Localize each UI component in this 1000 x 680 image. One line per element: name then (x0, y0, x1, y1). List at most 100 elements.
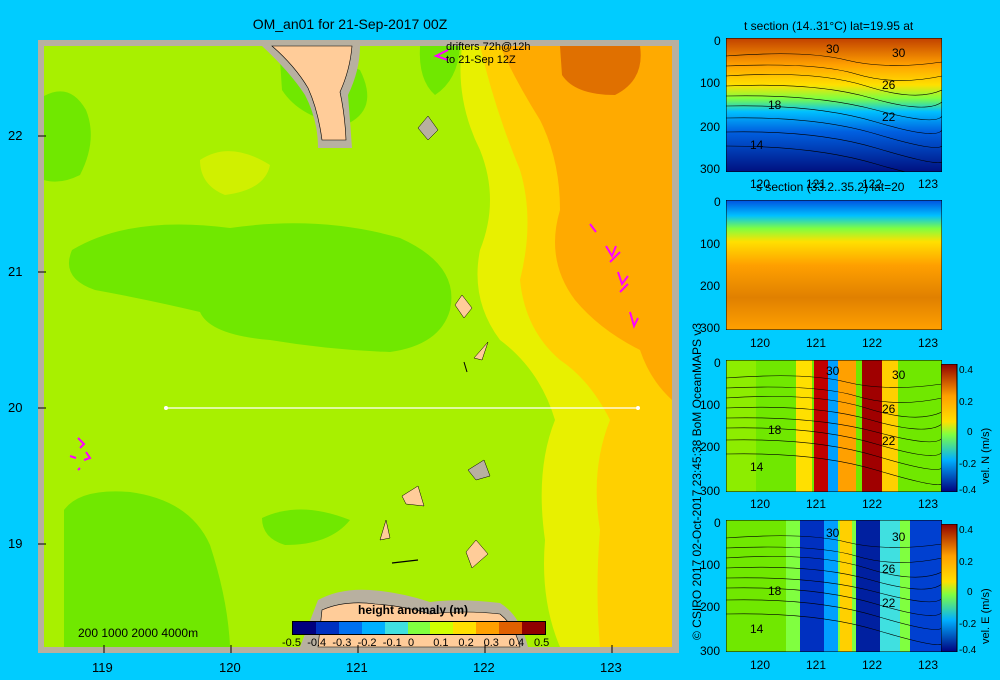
lon-tick: 120 (750, 658, 771, 672)
island (473, 341, 489, 361)
contour-label: 22 (882, 596, 896, 610)
colorbar-swatch (522, 622, 545, 634)
island (463, 361, 468, 373)
contour-label: 14 (750, 460, 764, 474)
colorbar-swatch (407, 622, 431, 634)
depth-tick: 0 (714, 356, 721, 370)
drifters-label: to 21-Sep 12Z (446, 54, 516, 66)
colorbar-tick-label: -0.4 (307, 637, 327, 649)
depth-tick: 0 (714, 34, 721, 48)
colorbar-tick-label: 0.2 (458, 637, 474, 649)
contour-label: 30 (826, 42, 840, 56)
colorbar-tick-label: -0.1 (382, 637, 402, 649)
depth-tick: 200 (700, 279, 721, 293)
lon-tick: 121 (806, 336, 827, 350)
depth-tick: 200 (700, 120, 721, 134)
land-taiwan (271, 45, 353, 141)
vel-colorbar-tick: -0.2 (959, 459, 977, 470)
depth-tick: 300 (700, 644, 721, 658)
credit-text: © CSIRO 2017 02-Oct-2017 23:45:38 BoM Oc… (690, 322, 704, 640)
vel-colorbar-tick: -0.4 (959, 485, 977, 496)
colorbar-swatch (476, 622, 500, 634)
lon-tick: 122 (862, 336, 883, 350)
low-anomaly-patch (419, 46, 460, 95)
lon-tick: 120 (750, 336, 771, 350)
lon-tick-label: 120 (219, 660, 241, 675)
map-axis-ticks (38, 135, 613, 653)
lon-tick: 121 (806, 658, 827, 672)
island (401, 485, 425, 507)
contour-label: 14 (750, 622, 764, 636)
drifter-tracks (69, 49, 639, 471)
island (379, 519, 391, 541)
low-anomaly-patch (68, 223, 452, 352)
island (454, 294, 473, 319)
vel-colorbar-tick: -0.4 (959, 645, 977, 656)
lat-tick-label: 19 (8, 536, 23, 551)
lat-tick-label: 21 (8, 264, 23, 279)
height-colorbar (292, 621, 546, 635)
colorbar-label: height anomaly (m) (358, 603, 469, 617)
colorbar-swatch (430, 622, 454, 634)
lon-tick: 123 (918, 497, 939, 511)
colorbar-swatch (338, 622, 362, 634)
depth-tick: 100 (700, 76, 721, 90)
depth-tick: 0 (714, 516, 721, 530)
depth-tick: 100 (700, 558, 721, 572)
drifters-label: drifters 72h@12h (446, 41, 531, 53)
contour-label: 30 (892, 46, 906, 60)
colorbar-tick-label: -0.5 (282, 637, 301, 649)
temperature-section-panel (726, 38, 942, 172)
map-title: OM_an01 for 21-Sep-2017 00Z (252, 16, 448, 32)
depth-tick: 0 (714, 195, 721, 209)
depth-tick: 300 (700, 321, 721, 335)
colorbar-swatch (315, 622, 339, 634)
low-anomaly-patch (44, 91, 91, 182)
lon-tick: 121 (806, 497, 827, 511)
lon-tick: 120 (750, 497, 771, 511)
colorbar-tick-label: 0.3 (483, 637, 499, 649)
contour-label: 26 (882, 78, 896, 92)
vel-colorbar-tick: 0.4 (959, 365, 973, 376)
vel-east-section-panel (726, 520, 942, 652)
colorbar-tick-label: 0.5 (534, 637, 550, 649)
lon-tick: 122 (862, 658, 883, 672)
vel-colorbar-tick: 0.4 (959, 525, 973, 536)
colorbar-tick-label: 0 (408, 637, 415, 649)
depth-tick: 200 (700, 600, 721, 614)
contour-label: 30 (892, 368, 906, 382)
section-line-endpoint (636, 406, 640, 410)
colorbar-swatch (453, 622, 477, 634)
peak-anomaly-patch (560, 46, 641, 95)
colorbar-swatch (293, 622, 316, 634)
vel-north-section-panel (726, 360, 942, 492)
lon-tick: 121 (806, 177, 827, 191)
contour-label: 26 (882, 562, 896, 576)
colorbar-swatch (384, 622, 408, 634)
depth-tick: 100 (700, 398, 721, 412)
mid-anomaly-patch (200, 151, 270, 195)
lon-tick-label: 122 (473, 660, 495, 675)
contour-label: 18 (768, 423, 782, 437)
lon-tick: 122 (862, 497, 883, 511)
depth-tick: 200 (700, 440, 721, 454)
vel-colorbar-tick: 0 (967, 427, 973, 438)
lon-tick: 120 (750, 177, 771, 191)
vel-colorbar-tick: 0.2 (959, 557, 973, 568)
colorbar-ticks: -0.5 -0.4 -0.3 -0.2 -0.1 0 0.1 0.2 0.3 0.4 0.5 (280, 637, 556, 651)
section-title: s section (33.2..35.2) lat=20 (756, 180, 905, 194)
contour-label: 30 (826, 526, 840, 540)
contour-label: 18 (768, 98, 782, 112)
lat-tick-label: 22 (8, 128, 23, 143)
vel-east-colorbar (941, 524, 958, 652)
island (467, 459, 491, 481)
colorbar-tick-label: 0.1 (433, 637, 449, 649)
vel-north-colorbar (941, 364, 958, 492)
lon-tick-label: 123 (600, 660, 622, 675)
depth-tick: 300 (700, 484, 721, 498)
lon-tick-label: 119 (92, 660, 113, 675)
salinity-section-panel (726, 200, 942, 330)
depth-scale-label: 200 1000 2000 4000m (78, 626, 199, 640)
vel-colorbar-tick: -0.2 (959, 619, 977, 630)
